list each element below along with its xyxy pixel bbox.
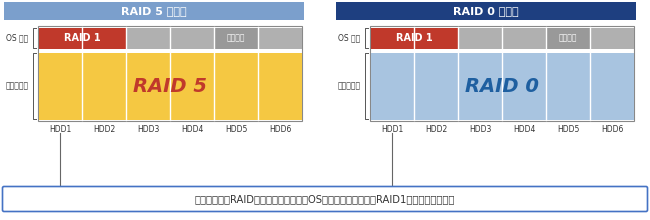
Bar <box>170 28 213 48</box>
Bar <box>214 28 257 48</box>
Bar <box>547 28 590 48</box>
Text: HDD1: HDD1 <box>381 125 403 134</box>
Bar <box>259 53 302 119</box>
Text: データ領域: データ領域 <box>6 81 29 90</box>
Bar <box>127 28 170 48</box>
Bar <box>590 53 634 119</box>
Bar <box>590 28 634 48</box>
Bar <box>83 28 125 48</box>
Text: データ領域: データ領域 <box>338 81 361 90</box>
Text: RAID 1: RAID 1 <box>396 33 432 43</box>
FancyBboxPatch shape <box>336 2 636 20</box>
Text: HDD3: HDD3 <box>469 125 491 134</box>
Text: RAID 5: RAID 5 <box>133 77 207 95</box>
Bar <box>83 53 125 119</box>
Text: HDD2: HDD2 <box>425 125 447 134</box>
Text: RAID 0 設定時: RAID 0 設定時 <box>453 6 519 16</box>
Bar <box>370 26 634 121</box>
Bar <box>370 28 413 48</box>
Bar <box>38 53 81 119</box>
Text: RAID 5 設定時: RAID 5 設定時 <box>121 6 187 16</box>
Bar <box>415 28 458 48</box>
Bar <box>170 53 213 119</box>
Text: HDD5: HDD5 <box>557 125 579 134</box>
Text: データ領域のRAID設定にかかわらず、OS領域については常にRAID1が構成されます。: データ領域のRAID設定にかかわらず、OS領域については常にRAID1が構成され… <box>195 194 455 204</box>
Bar <box>458 53 502 119</box>
Bar <box>458 28 502 48</box>
Bar <box>38 28 81 48</box>
Text: HDD6: HDD6 <box>269 125 291 134</box>
Bar <box>259 28 302 48</box>
Text: HDD6: HDD6 <box>601 125 623 134</box>
Bar <box>547 53 590 119</box>
Text: HDD4: HDD4 <box>513 125 535 134</box>
Text: RAID 1: RAID 1 <box>64 33 100 43</box>
Text: HDD3: HDD3 <box>136 125 159 134</box>
Bar <box>370 53 413 119</box>
Text: OS 領域: OS 領域 <box>6 33 28 42</box>
Text: RAID 0: RAID 0 <box>465 77 539 95</box>
Bar <box>502 53 545 119</box>
FancyBboxPatch shape <box>3 187 647 211</box>
Text: OS 領域: OS 領域 <box>338 33 360 42</box>
Text: 利用不可: 利用不可 <box>559 33 577 42</box>
Text: HDD4: HDD4 <box>181 125 203 134</box>
Bar <box>38 26 302 121</box>
Text: HDD2: HDD2 <box>93 125 115 134</box>
FancyBboxPatch shape <box>4 2 304 20</box>
Bar <box>214 53 257 119</box>
Text: 利用不可: 利用不可 <box>227 33 245 42</box>
Bar <box>502 28 545 48</box>
Bar <box>415 53 458 119</box>
Text: HDD5: HDD5 <box>225 125 247 134</box>
Text: HDD1: HDD1 <box>49 125 71 134</box>
Bar <box>127 53 170 119</box>
